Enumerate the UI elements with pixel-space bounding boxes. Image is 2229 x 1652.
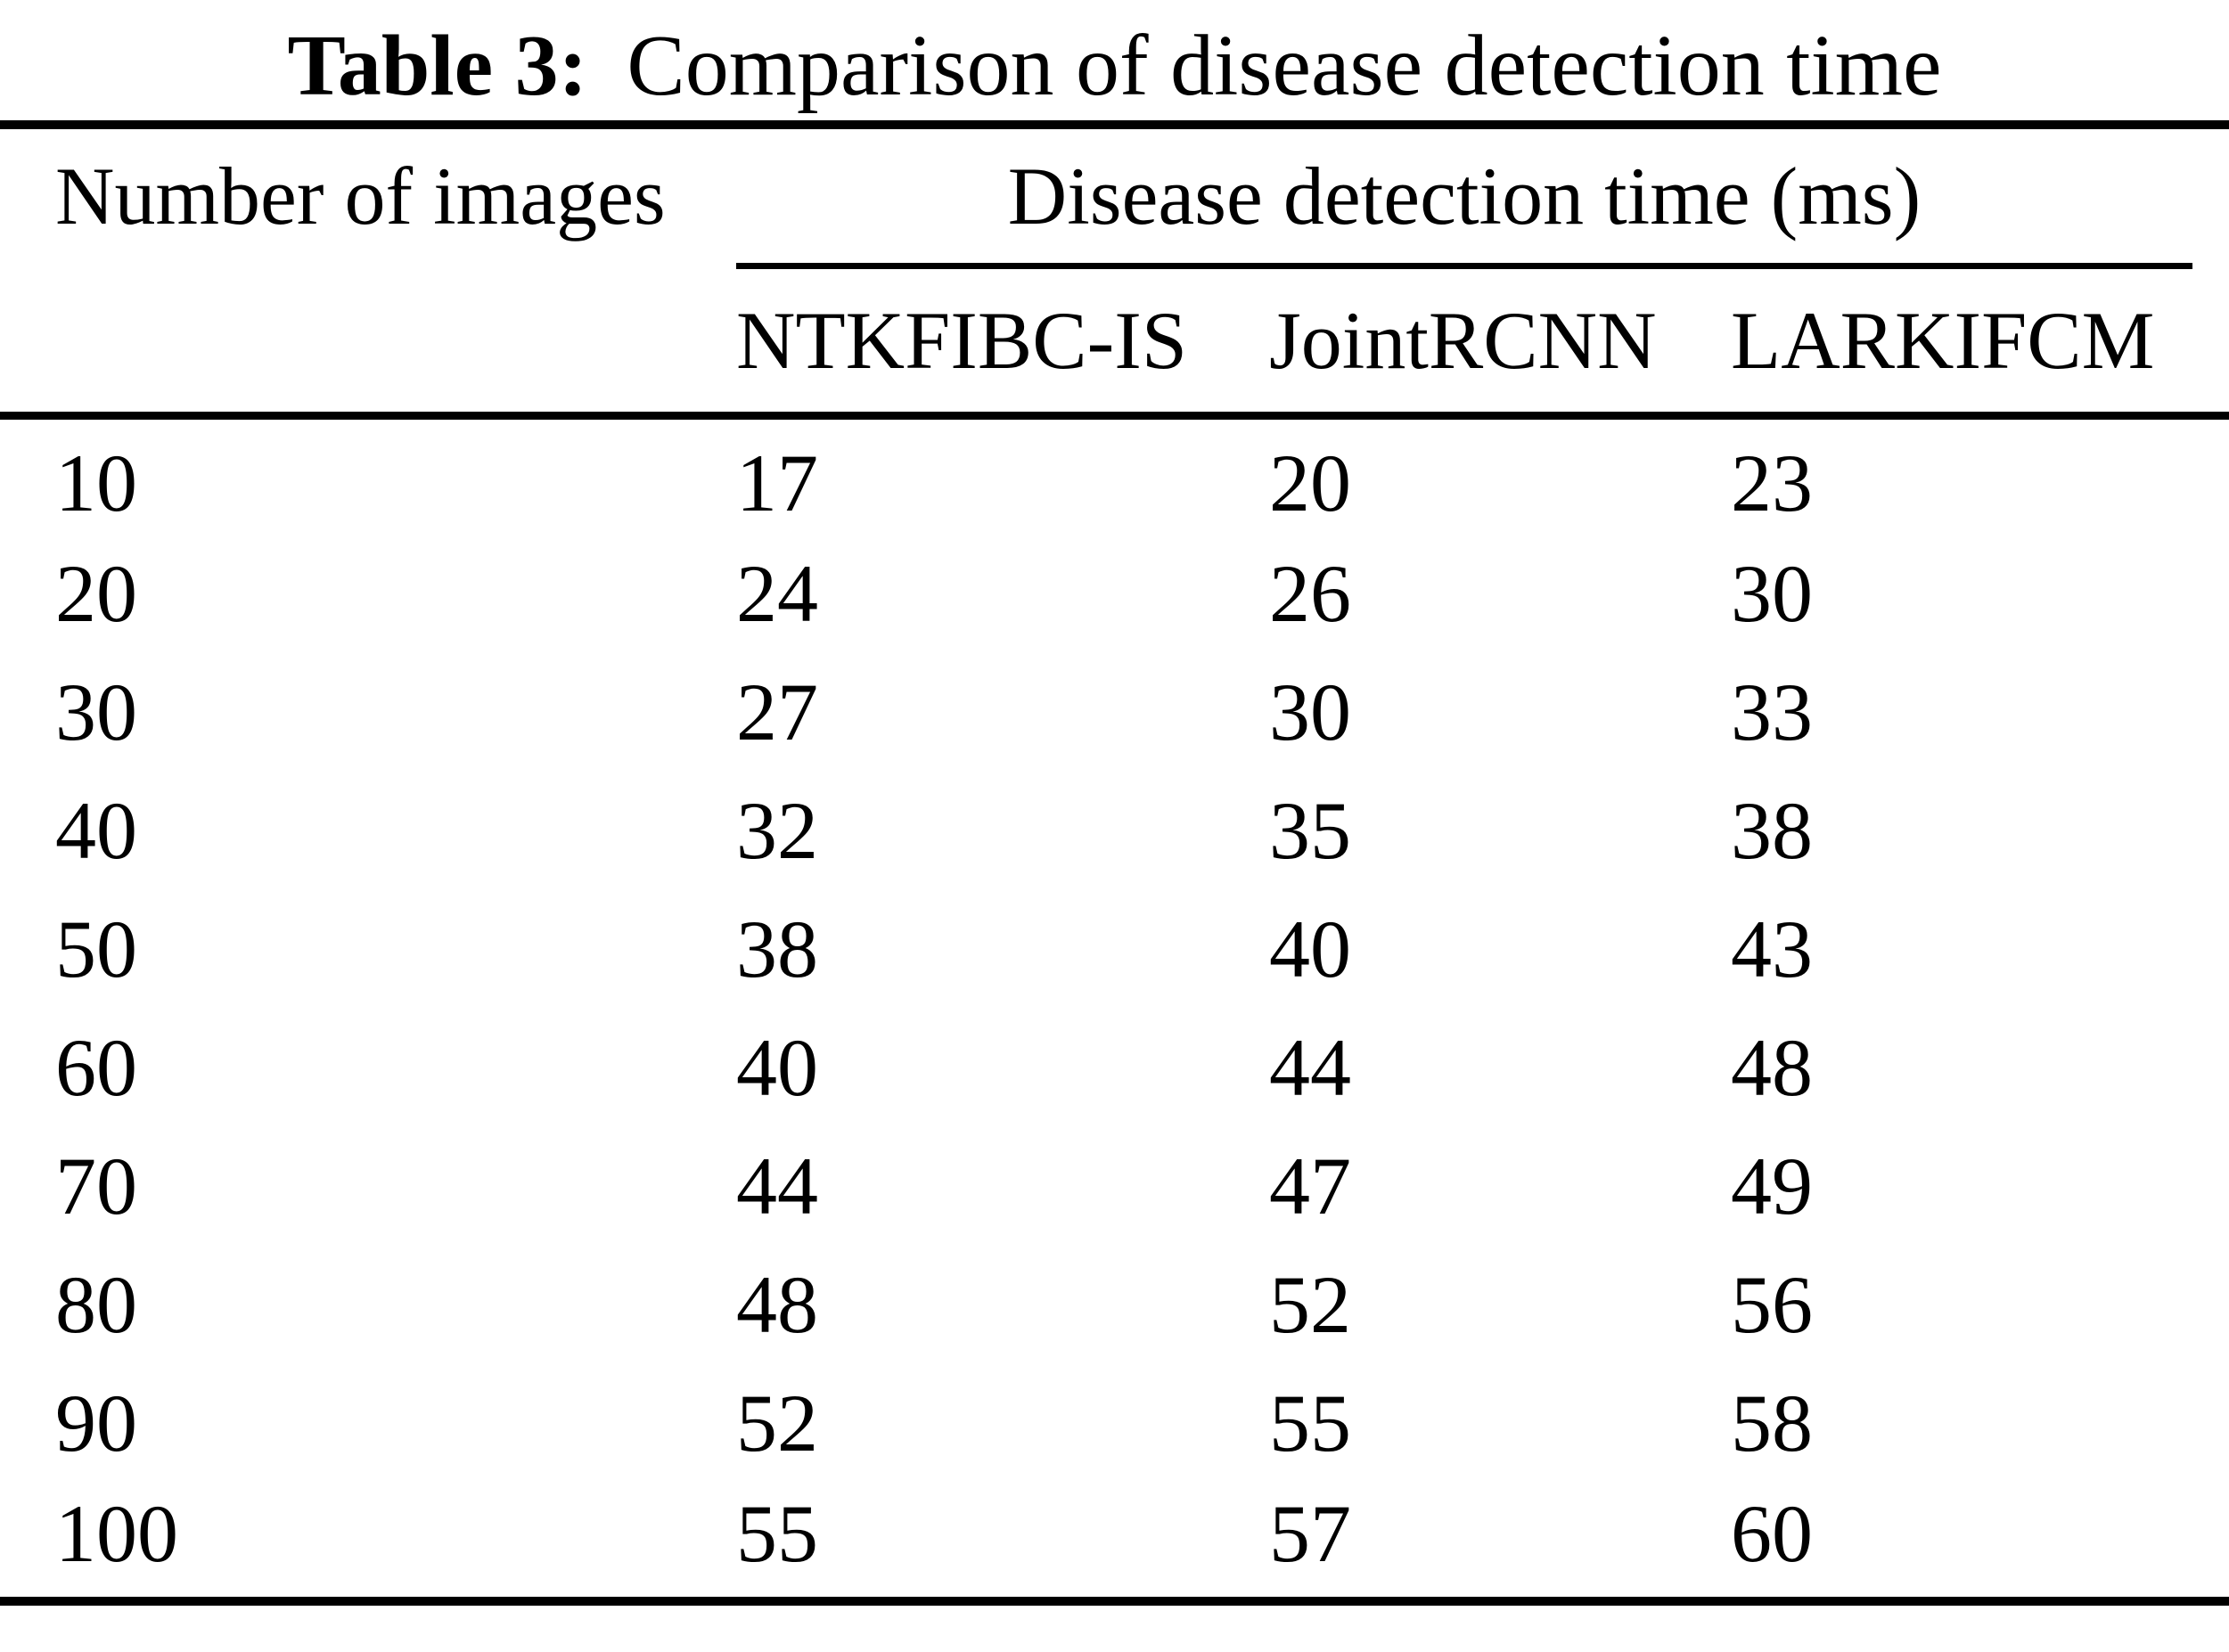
cell-jointrcnn: 40 xyxy=(1269,904,1351,994)
table-row: 100 55 57 60 xyxy=(0,1483,2229,1601)
empty-header-cell xyxy=(0,269,736,420)
table-body: 10 17 20 23 20 24 26 30 30 27 30 33 40 3… xyxy=(0,416,2229,1601)
column-header-larkifcm: LARKIFCM xyxy=(1731,269,2229,420)
cell-jointrcnn: 52 xyxy=(1269,1259,1351,1350)
column-header-ntkfibc-is: NTKFIBC-IS xyxy=(736,269,1269,420)
group-header-disease-detection-time: Disease detection time (ms) xyxy=(736,129,2193,269)
cell-ntkfibc-is: 55 xyxy=(736,1488,818,1579)
cell-jointrcnn: 30 xyxy=(1269,667,1351,757)
table-row: 90 52 55 58 xyxy=(0,1364,2229,1483)
cell-jointrcnn: 35 xyxy=(1269,785,1351,876)
cell-larkifcm: 43 xyxy=(1731,904,1813,994)
cell-images: 100 xyxy=(55,1488,178,1579)
table-row: 40 32 35 38 xyxy=(0,772,2229,890)
cell-images: 80 xyxy=(55,1259,137,1350)
cell-ntkfibc-is: 32 xyxy=(736,785,818,876)
table-caption-label: Table 3: xyxy=(287,18,588,114)
column-header-number-of-images: Number of images xyxy=(55,151,666,241)
table-row: 80 48 52 56 xyxy=(0,1246,2229,1364)
cell-jointrcnn: 57 xyxy=(1269,1488,1351,1579)
header-row-group: Number of images Disease detection time … xyxy=(0,125,2229,269)
cell-larkifcm: 33 xyxy=(1731,667,1813,757)
header-row-methods: NTKFIBC-IS JointRCNN LARKIFCM xyxy=(0,269,2229,420)
cell-larkifcm: 60 xyxy=(1731,1488,1813,1579)
cell-images: 30 xyxy=(55,667,137,757)
comparison-table: Number of images Disease detection time … xyxy=(0,120,2229,1606)
cell-images: 10 xyxy=(55,438,137,529)
cell-images: 20 xyxy=(55,548,137,639)
cell-images: 50 xyxy=(55,904,137,994)
table-header: Number of images Disease detection time … xyxy=(0,125,2229,420)
cell-larkifcm: 38 xyxy=(1731,785,1813,876)
table-caption: Table 3: Comparison of disease detection … xyxy=(0,0,2229,120)
cell-ntkfibc-is: 27 xyxy=(736,667,818,757)
cell-jointrcnn: 47 xyxy=(1269,1141,1351,1231)
cell-larkifcm: 56 xyxy=(1731,1259,1813,1350)
cell-ntkfibc-is: 40 xyxy=(736,1022,818,1113)
table-row: 20 24 26 30 xyxy=(0,535,2229,653)
table-row: 60 40 44 48 xyxy=(0,1009,2229,1127)
column-header-jointrcnn: JointRCNN xyxy=(1269,269,1731,420)
cell-images: 40 xyxy=(55,785,137,876)
table-row: 50 38 40 43 xyxy=(0,890,2229,1009)
cell-jointrcnn: 20 xyxy=(1269,438,1351,529)
cell-larkifcm: 49 xyxy=(1731,1141,1813,1231)
cell-ntkfibc-is: 38 xyxy=(736,904,818,994)
group-header-cell: Disease detection time (ms) xyxy=(736,125,2229,269)
table-row: 10 17 20 23 xyxy=(0,416,2229,535)
table-row: 30 27 30 33 xyxy=(0,653,2229,772)
cell-images: 70 xyxy=(55,1141,137,1231)
cell-jointrcnn: 55 xyxy=(1269,1378,1351,1468)
cell-jointrcnn: 26 xyxy=(1269,548,1351,639)
cell-ntkfibc-is: 24 xyxy=(736,548,818,639)
table-row: 70 44 47 49 xyxy=(0,1127,2229,1246)
table-caption-text: Comparison of disease detection time xyxy=(627,18,1942,114)
cell-ntkfibc-is: 52 xyxy=(736,1378,818,1468)
cell-ntkfibc-is: 44 xyxy=(736,1141,818,1231)
cell-images: 90 xyxy=(55,1378,137,1468)
cell-ntkfibc-is: 17 xyxy=(736,438,818,529)
cell-images: 60 xyxy=(55,1022,137,1113)
cell-ntkfibc-is: 48 xyxy=(736,1259,818,1350)
cell-larkifcm: 30 xyxy=(1731,548,1813,639)
cell-larkifcm: 58 xyxy=(1731,1378,1813,1468)
cell-larkifcm: 48 xyxy=(1731,1022,1813,1113)
cell-jointrcnn: 44 xyxy=(1269,1022,1351,1113)
cell-larkifcm: 23 xyxy=(1731,438,1813,529)
